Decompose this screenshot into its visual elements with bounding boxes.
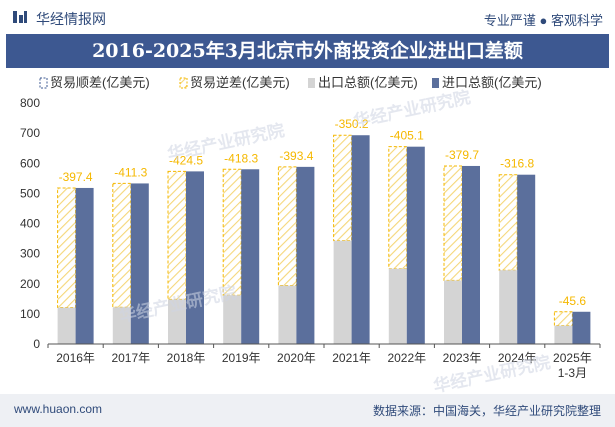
- y-tick-label: 800: [20, 96, 40, 110]
- x-tick-label: 2016年: [56, 351, 95, 365]
- deficit-bar: [443, 165, 463, 281]
- import-bar: [351, 135, 370, 344]
- export-bar: [57, 307, 76, 344]
- legend-swatch: [39, 77, 48, 89]
- deficit-bar: [498, 174, 518, 271]
- data-label: -316.8: [500, 157, 534, 171]
- export-bar: [388, 268, 407, 344]
- bar-chart: 贸易顺差(亿美元) 贸易逆差(亿美元) 出口总额(亿美元) 进口总额(亿美元) 0 10…: [20, 75, 601, 380]
- x-tick-label: 2023年: [443, 351, 482, 365]
- import-bar: [241, 169, 260, 344]
- data-label: -393.4: [279, 149, 313, 163]
- x-tick-label: 2022年: [387, 351, 426, 365]
- x-tick-label: 2019年: [222, 351, 261, 365]
- data-label: -411.3: [114, 165, 147, 179]
- brand-logo-icon: [13, 11, 27, 23]
- x-tick-label: 2017年: [111, 351, 150, 365]
- export-bar: [444, 280, 462, 344]
- x-tick-label: 1-3月: [558, 366, 587, 380]
- export-bar: [168, 299, 186, 344]
- website-url: www.huaon.com: [14, 402, 103, 416]
- y-tick-label: 500: [20, 186, 40, 200]
- data-label: -418.3: [224, 151, 258, 165]
- deficit-bar: [222, 168, 242, 296]
- brand-name: 华经情报网: [36, 11, 106, 27]
- data-label: -45.6: [559, 294, 587, 308]
- export-bar: [333, 240, 352, 344]
- import-bar: [572, 311, 591, 344]
- legend-label: 贸易顺差(亿美元): [50, 75, 150, 90]
- y-tick-label: 100: [20, 307, 40, 321]
- deficit-bar: [553, 311, 573, 327]
- y-tick-label: 400: [20, 217, 40, 231]
- data-source: 数据来源：中国海关，华经产业研究院整理: [372, 404, 601, 418]
- header-bar: 华经情报网 专业严谨 ● 客观科学: [0, 0, 615, 34]
- import-bar: [75, 187, 94, 344]
- export-bar: [223, 295, 242, 344]
- import-bar: [130, 183, 149, 344]
- brand-tagline: 专业严谨 ● 客观科学: [483, 13, 603, 28]
- export-bar: [499, 270, 518, 344]
- deficit-bar: [277, 166, 297, 287]
- y-tick-label: 200: [20, 277, 40, 291]
- legend-label: 贸易逆差(亿美元): [190, 75, 290, 90]
- footer-bar: www.huaon.com 数据来源：中国海关，华经产业研究院整理: [0, 394, 615, 427]
- data-label: -405.1: [390, 129, 424, 143]
- deficit-bar: [167, 170, 187, 300]
- x-tick-label: 2021年: [332, 351, 371, 365]
- export-bar: [554, 325, 573, 344]
- x-tick-label: 2018年: [167, 351, 206, 365]
- import-bar: [186, 171, 204, 344]
- import-bar: [406, 146, 425, 344]
- legend-label: 进口总额(亿美元): [442, 75, 542, 90]
- data-label: -350.2: [335, 117, 369, 131]
- export-bar: [278, 285, 297, 344]
- import-bar: [517, 174, 536, 344]
- data-label: -379.7: [445, 148, 479, 162]
- x-tick-label: 2020年: [277, 351, 316, 365]
- legend-swatch: [432, 78, 439, 88]
- import-bar: [296, 166, 315, 344]
- deficit-bar: [57, 187, 77, 309]
- y-tick-label: 300: [20, 247, 40, 261]
- deficit-bar: [388, 146, 408, 270]
- deficit-bar: [112, 182, 132, 308]
- legend-label: 出口总额(亿美元): [318, 75, 418, 90]
- x-axis: 2016年 2017年 2018年 2019年 2020年 2021年 2022年 2023年…: [47, 343, 601, 380]
- deficit-bar: [333, 134, 353, 242]
- x-tick-label: 2025年: [553, 351, 592, 365]
- export-bar: [112, 307, 131, 344]
- data-label: -397.4: [59, 170, 93, 184]
- chart-title: 2016-2025年3月北京市外商投资企业进出口差额: [6, 34, 609, 68]
- bar-series: -397.4 -411.3 -424.5 -418.3 -393.4 -350.2 -405…: [57, 117, 591, 344]
- y-axis: 0 100 200 300 400 500 600 700 800: [20, 96, 40, 351]
- x-tick-label: 2024年: [498, 351, 537, 365]
- y-tick-label: 0: [33, 337, 40, 351]
- legend-swatch: [308, 78, 315, 88]
- y-tick-label: 700: [20, 126, 40, 140]
- chart-legend: 贸易顺差(亿美元) 贸易逆差(亿美元) 出口总额(亿美元) 进口总额(亿美元): [39, 75, 542, 90]
- legend-swatch: [179, 77, 188, 89]
- import-bar: [462, 165, 480, 344]
- y-tick-label: 600: [20, 156, 40, 170]
- data-label: -424.5: [169, 153, 203, 167]
